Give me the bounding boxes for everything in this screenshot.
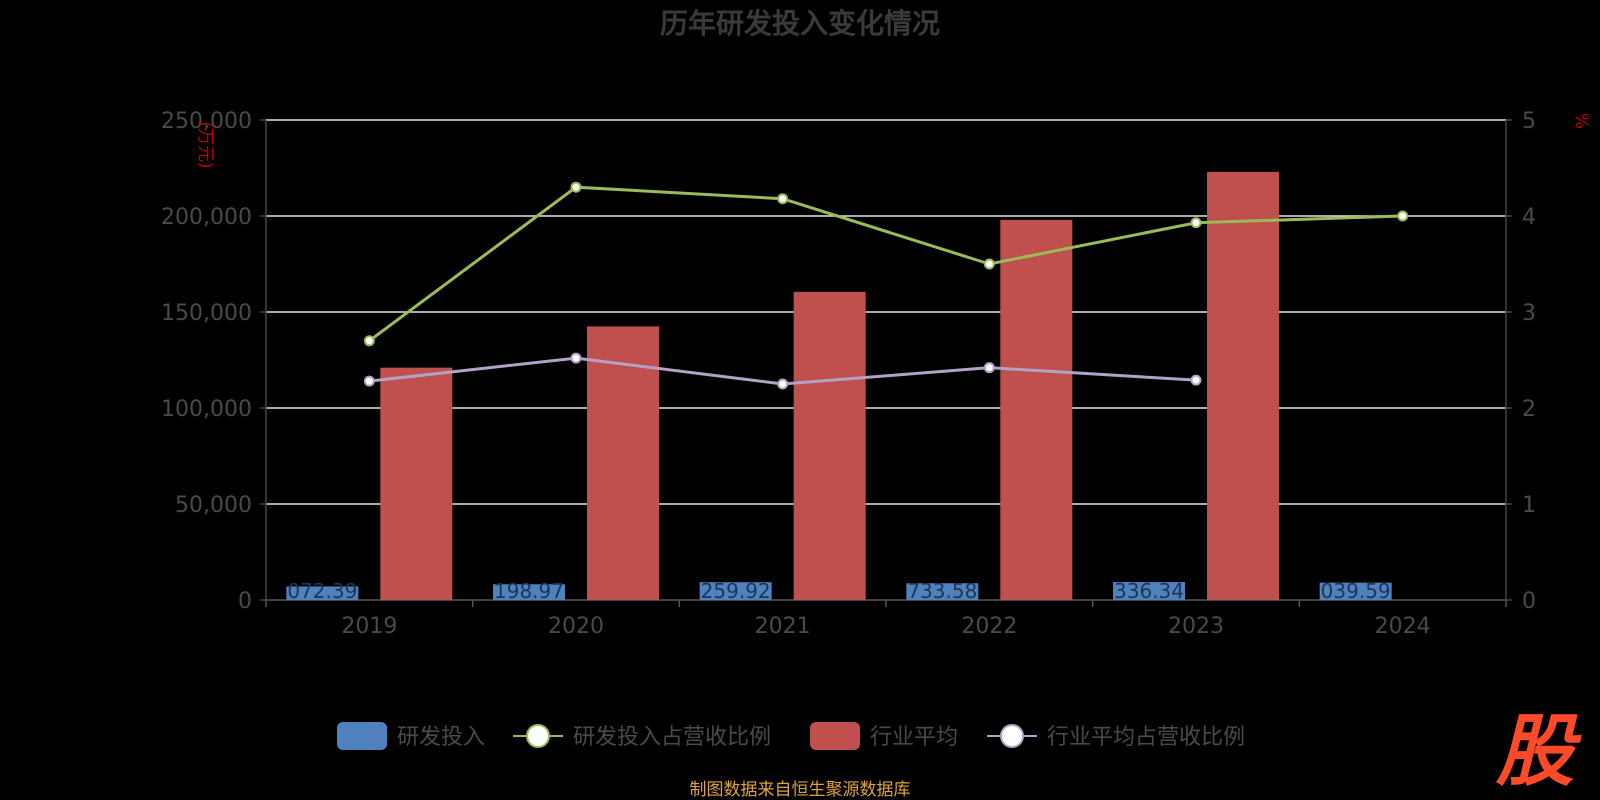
bars <box>286 171 1392 600</box>
bar <box>493 584 565 600</box>
x-tick-label: 2021 <box>755 614 811 639</box>
bar <box>1000 219 1073 600</box>
bar <box>793 291 866 600</box>
line-point <box>983 362 995 374</box>
legend-label: 研发投入占营收比例 <box>573 725 771 750</box>
right-axis-unit: % <box>1571 113 1591 129</box>
bar <box>699 582 772 600</box>
series-line <box>368 185 1403 343</box>
y-left-tick-label: 0 <box>238 589 252 614</box>
line-point <box>1190 217 1202 229</box>
bar <box>380 367 453 600</box>
legend-swatch <box>810 722 860 750</box>
axes: 0 0 50,000 1 100,000 2 150,000 3 200,000 4 250,000… <box>161 109 1536 639</box>
bar-data-label: 198.97 <box>494 579 564 603</box>
bar <box>1113 582 1185 600</box>
y-left-tick-label: 250,000 <box>161 109 252 134</box>
bar-data-label: 259.92 <box>701 579 771 603</box>
line-point <box>777 378 789 390</box>
line-point <box>1190 374 1202 386</box>
line-point <box>363 375 375 387</box>
y-right-tick-label: 1 <box>1522 493 1536 518</box>
y-left-tick-label: 150,000 <box>161 301 252 326</box>
y-right-tick-label: 5 <box>1522 109 1536 134</box>
bar <box>286 586 359 600</box>
bar-labels: 072.39 198.97 259.92 733.58 336.34 039.59 <box>287 579 1390 603</box>
line-point <box>777 193 789 205</box>
bar-data-label: 733.58 <box>907 579 977 603</box>
legend-label: 行业平均 <box>870 725 958 750</box>
bar <box>587 326 659 600</box>
line-point <box>983 258 995 270</box>
y-right-tick-label: 0 <box>1522 589 1536 614</box>
line-point <box>363 335 375 347</box>
line-point <box>570 352 582 364</box>
x-tick-label: 2022 <box>961 614 1017 639</box>
y-left-tick-label: 50,000 <box>175 493 252 518</box>
chart-title: 历年研发投入变化情况 <box>660 7 940 40</box>
left-axis-unit: (万元) <box>195 121 215 168</box>
x-tick-label: 2024 <box>1375 614 1431 639</box>
bar <box>1319 582 1392 600</box>
brand-logo: 股 <box>1495 707 1582 797</box>
x-tick-label: 2019 <box>341 614 397 639</box>
bar <box>1207 171 1279 600</box>
bar-data-label: 072.39 <box>287 579 357 603</box>
legend-swatch <box>337 722 387 750</box>
legend-label: 研发投入 <box>397 725 485 750</box>
lines <box>363 181 1409 390</box>
grid <box>266 119 1506 505</box>
y-right-tick-label: 4 <box>1522 205 1536 230</box>
legend-marker <box>1000 724 1024 748</box>
bar-data-label: 039.59 <box>1321 579 1391 603</box>
bar <box>906 583 979 600</box>
source-note: 制图数据来自恒生聚源数据库 <box>690 780 911 800</box>
legend: 研发投入 研发投入占营收比例 行业平均 行业平均占营收比例 <box>337 722 1245 750</box>
y-right-tick-label: 2 <box>1522 397 1536 422</box>
x-tick-label: 2023 <box>1168 614 1224 639</box>
x-tick-label: 2020 <box>548 614 604 639</box>
y-left-tick-label: 100,000 <box>161 397 252 422</box>
y-left-tick-label: 200,000 <box>161 205 252 230</box>
legend-marker <box>526 724 550 748</box>
bar-data-label: 336.34 <box>1114 579 1184 603</box>
legend-label: 行业平均占营收比例 <box>1047 725 1245 750</box>
y-right-tick-label: 3 <box>1522 301 1536 326</box>
line-point <box>1397 210 1409 222</box>
line-point <box>570 181 582 193</box>
